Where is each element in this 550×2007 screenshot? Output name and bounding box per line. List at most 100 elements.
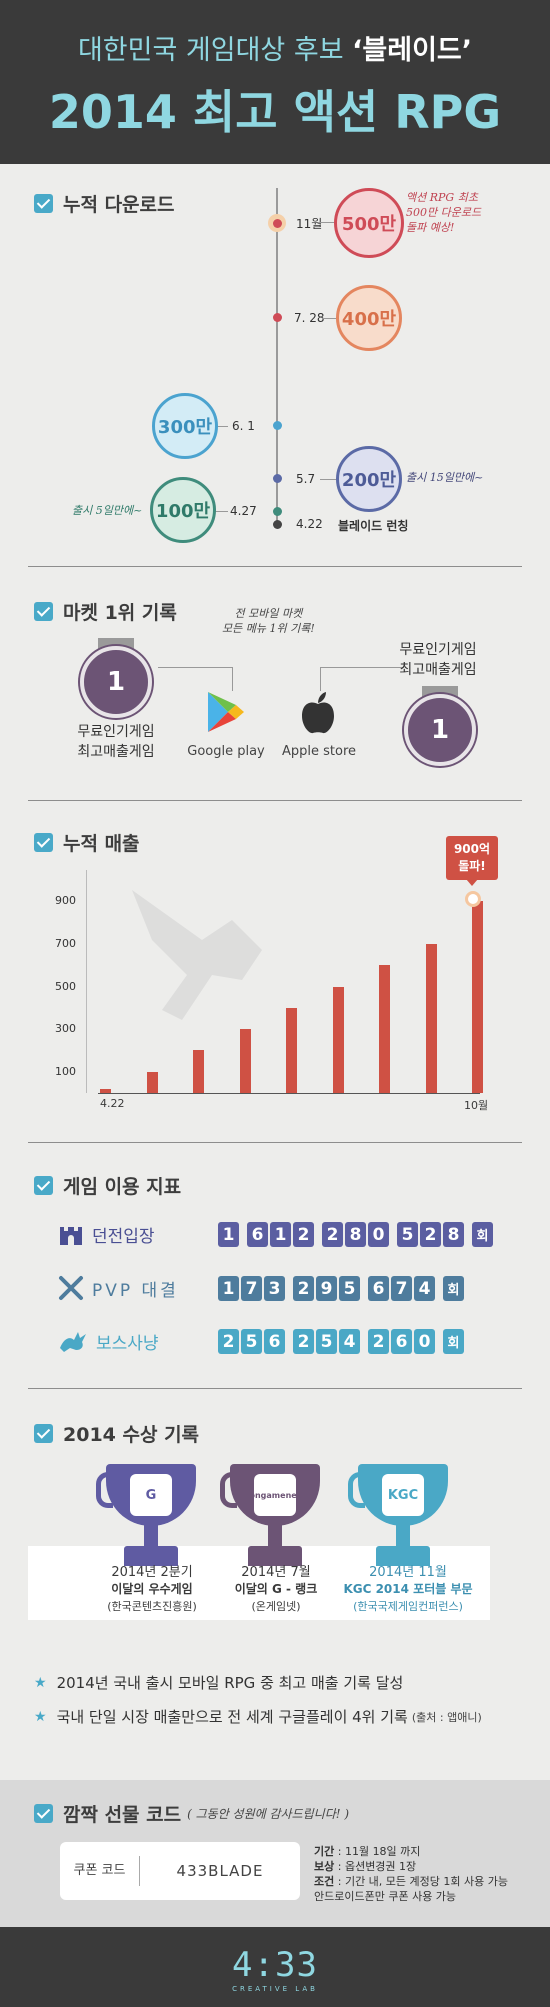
stat-digit: 5 bbox=[339, 1276, 360, 1301]
revenue-bar bbox=[472, 901, 483, 1093]
stat-digit: 0 bbox=[414, 1329, 435, 1354]
stat-unit: 회 bbox=[443, 1329, 464, 1354]
header-game-name: ‘블레이드’ bbox=[352, 35, 473, 66]
x-end-label: 10월 bbox=[464, 1099, 489, 1112]
timeline-connector bbox=[214, 426, 228, 427]
stat-digit: 7 bbox=[241, 1276, 262, 1301]
trophy-emblem: G bbox=[130, 1474, 172, 1516]
company-logo-subtitle: CREATIVE LAB bbox=[232, 1985, 318, 1993]
stat-label: 보스사냥 bbox=[96, 1333, 159, 1354]
timeline-dot bbox=[273, 474, 282, 483]
achievement-text: 국내 단일 시장 매출만으로 전 세계 구글플레이 4위 기록 bbox=[56, 1708, 408, 1726]
award-text-kgc: 2014년 11월 KGC 2014 포터블 부문 (한국국제게임컨퍼런스) bbox=[336, 1564, 480, 1615]
header-subtitle: 대한민국 게임대상 후보 ‘블레이드’ bbox=[0, 28, 550, 67]
award-year: 2014년 2분기 bbox=[111, 1565, 193, 1580]
dragon-icon bbox=[60, 1332, 86, 1352]
timeline-dot bbox=[273, 313, 282, 322]
timeline-date: 4.22 bbox=[296, 517, 323, 531]
x-start-label: 4.22 bbox=[100, 1097, 125, 1110]
market-title: 마켓 1위 기록 bbox=[63, 601, 177, 624]
market-note: 전 모바일 마켓 모든 메뉴 1위 기록! bbox=[222, 607, 315, 635]
section-divider bbox=[28, 800, 522, 801]
apple-store-label: Apple store bbox=[281, 744, 357, 759]
medal-rank: 1 bbox=[80, 646, 152, 718]
achievement-item: ★ 2014년 국내 출시 모바일 RPG 중 최고 매출 기록 달성 bbox=[34, 1672, 403, 1693]
header-title: 2014 최고 액션 RPG bbox=[48, 85, 502, 139]
coupon-section-title: 깜짝 선물 코드 ( 그동안 성원에 감사드립니다! ) bbox=[34, 1800, 349, 1826]
google-play-icon bbox=[206, 690, 246, 734]
revenue-bar bbox=[332, 986, 344, 1093]
check-icon bbox=[34, 1423, 53, 1443]
stat-digit: 6 bbox=[264, 1329, 285, 1354]
coupon-conditions: 기간 : 11월 18일 까지 보상 : 옵션변경권 1장 조건 : 기간 내,… bbox=[314, 1844, 508, 1904]
coupon-condition: 조건 : 기간 내, 모든 계정당 1회 사용 가능 bbox=[314, 1875, 508, 1888]
award-org: (온게임넷) bbox=[251, 1600, 301, 1613]
award-year: 2014년 11월 bbox=[369, 1565, 447, 1580]
header-subtitle-prefix: 대한민국 게임대상 후보 bbox=[77, 35, 344, 66]
market-section-title: 마켓 1위 기록 bbox=[34, 598, 177, 624]
stat-digit: 8 bbox=[345, 1222, 366, 1247]
stat-row-dungeon: 던전입장 bbox=[58, 1220, 192, 1248]
stat-digit: 5 bbox=[397, 1222, 418, 1247]
connector-line bbox=[158, 667, 232, 668]
stat-row-boss: 보스사냥 bbox=[58, 1327, 196, 1355]
award-org: (한국국제게임컨퍼런스) bbox=[353, 1600, 463, 1613]
achievement-source: (출처 : 앱애니) bbox=[411, 1710, 482, 1724]
downloads-section-title: 누적 다운로드 bbox=[34, 190, 175, 216]
stat-digit: 4 bbox=[339, 1329, 360, 1354]
stat-label: 던전입장 bbox=[92, 1226, 155, 1247]
award-year: 2014년 7월 bbox=[241, 1565, 311, 1580]
revenue-bar bbox=[286, 1007, 297, 1093]
download-note-200: 출시 15일만에~ bbox=[406, 471, 484, 484]
coupon-title-note: ( 그동안 성원에 감사드립니다! ) bbox=[187, 1806, 350, 1821]
stat-digit: 6 bbox=[247, 1222, 268, 1247]
timeline-dot bbox=[273, 507, 282, 516]
revenue-bar bbox=[100, 1088, 111, 1093]
connector-line bbox=[320, 667, 404, 668]
download-note-500: 액션 RPG 최초 500만 다운로드 돌파 예상! bbox=[406, 191, 482, 234]
timeline-connector bbox=[320, 479, 336, 480]
revenue-bar bbox=[425, 943, 437, 1093]
coupon-title: 깜짝 선물 코드 bbox=[63, 1803, 182, 1826]
timeline-connector bbox=[318, 222, 336, 223]
check-icon bbox=[34, 193, 53, 213]
stat-row-pvp: PVP 대결 bbox=[58, 1274, 192, 1302]
coupon-code-box[interactable]: 쿠폰 코드 433BLADE bbox=[60, 1842, 300, 1900]
stat-label: PVP 대결 bbox=[92, 1280, 179, 1301]
castle-icon bbox=[60, 1227, 82, 1245]
achievement-text: 2014년 국내 출시 모바일 RPG 중 최고 매출 기록 달성 bbox=[56, 1674, 404, 1692]
y-tick-label: 900 bbox=[55, 894, 76, 908]
award-name: 이달의 우수게임 bbox=[111, 1582, 193, 1596]
y-tick-label: 500 bbox=[55, 979, 76, 993]
section-divider bbox=[28, 566, 522, 567]
callout-pointer bbox=[466, 879, 478, 886]
coupon-label: 쿠폰 코드 bbox=[60, 1856, 140, 1886]
timeline-date: 4.27 bbox=[230, 504, 257, 518]
company-logo: 4:33 bbox=[232, 1945, 318, 1985]
achievement-item: ★ 국내 단일 시장 매출만으로 전 세계 구글플레이 4위 기록 (출처 : … bbox=[34, 1706, 482, 1727]
stat-digit: 1 bbox=[218, 1222, 239, 1247]
rank-medal-google: 1 bbox=[80, 638, 152, 720]
check-icon bbox=[34, 1803, 53, 1823]
download-bubble-500: 500만 bbox=[334, 188, 404, 258]
star-icon: ★ bbox=[34, 1708, 47, 1725]
y-tick-label: 300 bbox=[55, 1022, 76, 1036]
revenue-section-title: 누적 매출 bbox=[34, 829, 140, 855]
revenue-bar bbox=[239, 1029, 251, 1093]
trophy-kocca: G bbox=[96, 1464, 196, 1568]
stat-digit: 2 bbox=[218, 1329, 239, 1354]
revenue-title: 누적 매출 bbox=[63, 832, 140, 855]
apple-rank-label: 무료인기게임 최고매출게임 bbox=[399, 642, 477, 678]
stat-digit: 4 bbox=[414, 1276, 435, 1301]
stat-digit: 6 bbox=[391, 1329, 412, 1354]
timeline-date: 5.7 bbox=[296, 472, 316, 486]
stat-digit: 1 bbox=[218, 1276, 239, 1301]
coupon-condition: 기간 : 11월 18일 까지 bbox=[314, 1845, 421, 1858]
stat-digit: 5 bbox=[241, 1329, 262, 1354]
revenue-bar bbox=[146, 1071, 158, 1093]
timeline-line bbox=[276, 188, 278, 528]
apple-icon bbox=[300, 690, 336, 734]
coupon-code[interactable]: 433BLADE bbox=[176, 1862, 264, 1880]
